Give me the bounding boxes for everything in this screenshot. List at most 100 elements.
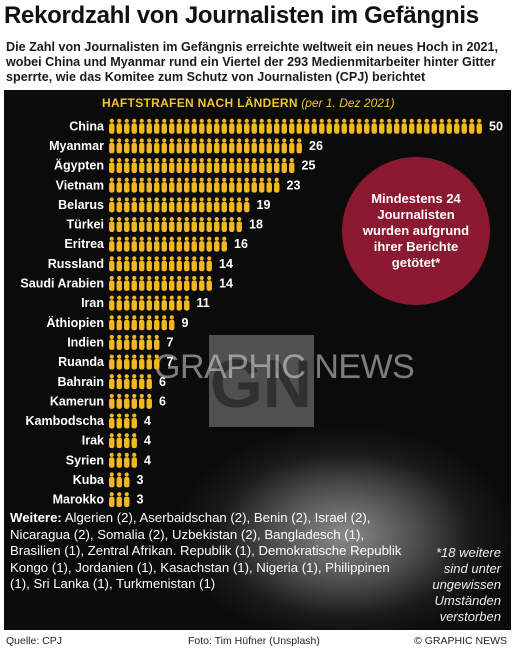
value-label: 19	[257, 198, 271, 212]
person-icon	[251, 138, 257, 154]
person-icon	[349, 118, 355, 134]
person-icon	[116, 315, 122, 331]
person-icon	[356, 118, 362, 134]
person-icon	[221, 197, 227, 213]
person-icon	[206, 138, 212, 154]
person-icon	[146, 256, 152, 272]
source-credit: Quelle: CPJ	[6, 635, 63, 647]
person-icon	[139, 315, 145, 331]
person-icon	[124, 452, 130, 468]
chart-row: Kambodscha 4	[26, 413, 151, 429]
person-icon	[109, 452, 115, 468]
person-icon	[154, 354, 160, 370]
person-icon	[176, 275, 182, 291]
person-icon	[289, 158, 295, 174]
person-icon	[251, 118, 257, 134]
person-icon	[169, 118, 175, 134]
person-icon	[266, 138, 272, 154]
figure-bar	[109, 413, 137, 429]
chart-header: HAFTSTRAFEN NACH LÄNDERN (per 1. Dez 202…	[102, 96, 395, 110]
person-icon	[124, 236, 130, 252]
person-icon	[131, 236, 137, 252]
person-icon	[439, 118, 445, 134]
person-icon	[116, 295, 122, 311]
person-icon	[206, 216, 212, 232]
person-icon	[139, 118, 145, 134]
person-icon	[139, 216, 145, 232]
person-icon	[124, 315, 130, 331]
value-label: 11	[197, 296, 210, 310]
person-icon	[124, 177, 130, 193]
person-icon	[131, 433, 137, 449]
person-icon	[191, 256, 197, 272]
person-icon	[176, 216, 182, 232]
person-icon	[109, 197, 115, 213]
person-icon	[116, 393, 122, 409]
person-icon	[236, 158, 242, 174]
person-icon	[146, 315, 152, 331]
killed-callout: Mindestens 24 Journalisten wurden aufgru…	[342, 157, 490, 305]
person-icon	[146, 374, 152, 390]
person-icon	[454, 118, 460, 134]
person-icon	[184, 236, 190, 252]
value-label: 26	[309, 139, 323, 153]
person-icon	[116, 354, 122, 370]
person-icon	[109, 334, 115, 350]
person-icon	[161, 118, 167, 134]
chart-row: Kamerun 6	[50, 393, 166, 409]
person-icon	[229, 118, 235, 134]
person-icon	[109, 236, 115, 252]
figure-bar	[109, 216, 242, 232]
person-icon	[244, 197, 250, 213]
person-icon	[161, 197, 167, 213]
chart-row: China 50	[69, 118, 503, 134]
person-icon	[289, 138, 295, 154]
person-icon	[131, 197, 137, 213]
category-label: Saudi Arabien	[20, 277, 104, 291]
person-icon	[236, 138, 242, 154]
person-icon	[364, 118, 370, 134]
person-icon	[154, 315, 160, 331]
person-icon	[139, 354, 145, 370]
person-icon	[154, 197, 160, 213]
category-label: Kambodscha	[26, 414, 106, 428]
person-icon	[176, 118, 182, 134]
chart-row: Indien 7	[67, 334, 174, 350]
person-icon	[139, 334, 145, 350]
category-label: Ägypten	[54, 158, 104, 173]
figure-bar	[109, 158, 295, 174]
person-icon	[184, 216, 190, 232]
figure-bar	[109, 374, 152, 390]
person-icon	[199, 177, 205, 193]
person-icon	[371, 118, 377, 134]
person-icon	[259, 158, 265, 174]
person-icon	[116, 197, 122, 213]
person-icon	[191, 158, 197, 174]
person-icon	[116, 452, 122, 468]
chart-row: Belarus 19	[58, 197, 271, 213]
chart-row: Russland 14	[48, 256, 233, 272]
person-icon	[244, 138, 250, 154]
person-icon	[139, 236, 145, 252]
person-icon	[184, 158, 190, 174]
person-icon	[139, 158, 145, 174]
category-label: Äthiopien	[46, 315, 104, 330]
person-icon	[161, 236, 167, 252]
person-icon	[109, 492, 115, 508]
figure-bar	[109, 472, 130, 488]
page-subtitle: Die Zahl von Journalisten im Gefängnis e…	[6, 40, 498, 84]
copyright: © GRAPHIC NEWS	[414, 635, 507, 647]
value-label: 23	[287, 178, 301, 192]
person-icon	[124, 216, 130, 232]
category-label: Kamerun	[50, 394, 104, 408]
figure-bar	[109, 177, 280, 193]
person-icon	[221, 177, 227, 193]
person-icon	[206, 236, 212, 252]
person-icon	[259, 177, 265, 193]
person-icon	[176, 197, 182, 213]
person-icon	[176, 256, 182, 272]
person-icon	[296, 118, 302, 134]
person-icon	[206, 256, 212, 272]
person-icon	[184, 256, 190, 272]
